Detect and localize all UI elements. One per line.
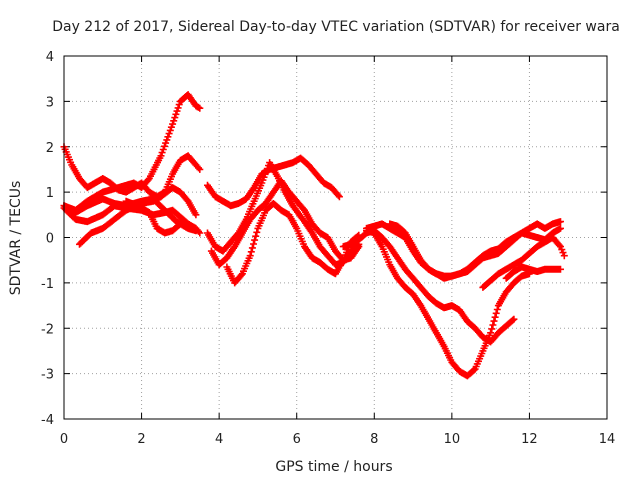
data-point-markers <box>339 227 518 346</box>
series-arc-10 <box>223 200 363 287</box>
x-axis-title: GPS time / hours <box>275 459 392 475</box>
x-tick-label: 0 <box>60 432 68 447</box>
y-tick-label: -1 <box>41 277 54 292</box>
data-point-markers <box>386 220 564 280</box>
x-tick-label: 8 <box>370 432 378 447</box>
plot-frame <box>63 55 608 420</box>
y-tick-label: -3 <box>41 368 54 383</box>
y-tick-label: -4 <box>41 413 54 428</box>
y-tick-label: 4 <box>46 50 54 65</box>
x-tick-label: 2 <box>137 432 145 447</box>
data-point-markers <box>479 234 568 291</box>
series-arc-6 <box>122 197 184 237</box>
y-tick-label: -2 <box>41 322 54 337</box>
y-tick-label: 1 <box>46 186 54 201</box>
x-tick-label: 10 <box>444 432 461 447</box>
x-tick-label: 4 <box>215 432 223 447</box>
data-points <box>60 91 568 380</box>
y-tick-label: 2 <box>46 141 54 156</box>
y-tick-label: 3 <box>46 95 54 110</box>
chart-title: Day 212 of 2017, Sidereal Day-to-day VTE… <box>52 19 620 35</box>
data-point-markers <box>502 263 564 282</box>
x-tick-label: 14 <box>599 432 616 447</box>
x-tick-label: 12 <box>521 432 538 447</box>
x-tick-label: 6 <box>293 432 301 447</box>
series-arc-15 <box>479 234 568 291</box>
series-arc-16 <box>502 263 564 282</box>
series-arc-11 <box>339 227 518 346</box>
series-arc-14 <box>386 220 564 280</box>
y-tick-label: 0 <box>46 232 54 247</box>
y-axis-title: SDTVAR / TECUs <box>8 181 24 296</box>
data-point-markers <box>223 200 363 287</box>
data-point-markers <box>122 197 184 237</box>
